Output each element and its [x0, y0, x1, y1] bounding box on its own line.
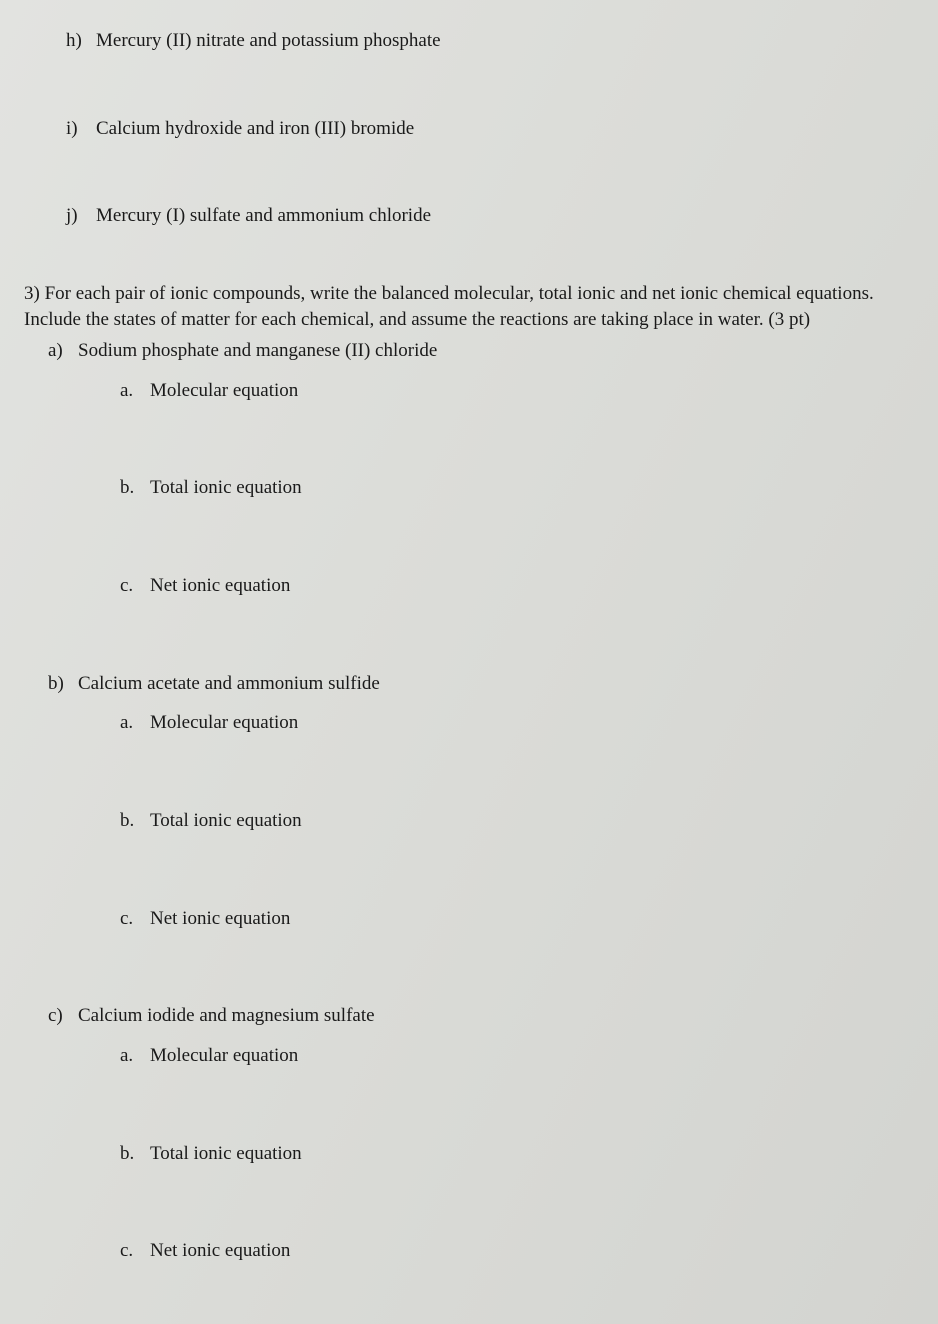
sub-label: Net ionic equation	[150, 1238, 290, 1264]
q3-part-a: a) Sodium phosphate and manganese (II) c…	[24, 338, 904, 599]
sub-item: c. Net ionic equation	[120, 906, 904, 932]
sub-label: Molecular equation	[150, 710, 298, 736]
q3-part-c: c) Calcium iodide and magnesium sulfate …	[24, 1003, 904, 1264]
item-marker: h)	[66, 28, 96, 54]
question-item: i) Calcium hydroxide and iron (III) brom…	[66, 116, 904, 142]
question-number: 3)	[24, 283, 40, 304]
sub-marker: b.	[120, 808, 150, 834]
prompt-line-1: For each pair of ionic compounds, write …	[45, 283, 874, 304]
item-text: Mercury (II) nitrate and potassium phosp…	[96, 28, 441, 54]
q3-part-b: b) Calcium acetate and ammonium sulfide …	[24, 671, 904, 932]
sub-marker: a.	[120, 378, 150, 404]
item-text: Mercury (I) sulfate and ammonium chlorid…	[96, 203, 431, 229]
part-title: Calcium iodide and magnesium sulfate	[78, 1003, 375, 1029]
part-marker: b)	[48, 671, 78, 697]
sub-item: a. Molecular equation	[120, 1043, 904, 1069]
prompt-line-2: Include the states of matter for each ch…	[24, 309, 810, 330]
sub-item: c. Net ionic equation	[120, 573, 904, 599]
question-3-prompt: 3) For each pair of ionic compounds, wri…	[24, 281, 904, 332]
sub-label: Total ionic equation	[150, 808, 302, 834]
sub-marker: c.	[120, 573, 150, 599]
part-title: Sodium phosphate and manganese (II) chlo…	[78, 338, 437, 364]
part-heading: c) Calcium iodide and magnesium sulfate	[48, 1003, 904, 1029]
item-text: Calcium hydroxide and iron (III) bromide	[96, 116, 414, 142]
sub-item: b. Total ionic equation	[120, 808, 904, 834]
sub-item: b. Total ionic equation	[120, 475, 904, 501]
part-title: Calcium acetate and ammonium sulfide	[78, 671, 380, 697]
question-item: h) Mercury (II) nitrate and potassium ph…	[66, 28, 904, 54]
sub-marker: c.	[120, 906, 150, 932]
sub-label: Molecular equation	[150, 378, 298, 404]
sub-label: Net ionic equation	[150, 906, 290, 932]
part-heading: b) Calcium acetate and ammonium sulfide	[48, 671, 904, 697]
question-item: j) Mercury (I) sulfate and ammonium chlo…	[66, 203, 904, 229]
item-marker: i)	[66, 116, 96, 142]
sub-label: Molecular equation	[150, 1043, 298, 1069]
sub-label: Net ionic equation	[150, 573, 290, 599]
sub-marker: c.	[120, 1238, 150, 1264]
sub-item: a. Molecular equation	[120, 710, 904, 736]
sub-item: a. Molecular equation	[120, 378, 904, 404]
worksheet-page: h) Mercury (II) nitrate and potassium ph…	[0, 0, 938, 1324]
sub-marker: b.	[120, 1141, 150, 1167]
sub-item: c. Net ionic equation	[120, 1238, 904, 1264]
sub-label: Total ionic equation	[150, 475, 302, 501]
part-heading: a) Sodium phosphate and manganese (II) c…	[48, 338, 904, 364]
sub-marker: a.	[120, 1043, 150, 1069]
sub-marker: b.	[120, 475, 150, 501]
item-marker: j)	[66, 203, 96, 229]
part-marker: c)	[48, 1003, 78, 1029]
sub-label: Total ionic equation	[150, 1141, 302, 1167]
part-marker: a)	[48, 338, 78, 364]
sub-marker: a.	[120, 710, 150, 736]
sub-item: b. Total ionic equation	[120, 1141, 904, 1167]
